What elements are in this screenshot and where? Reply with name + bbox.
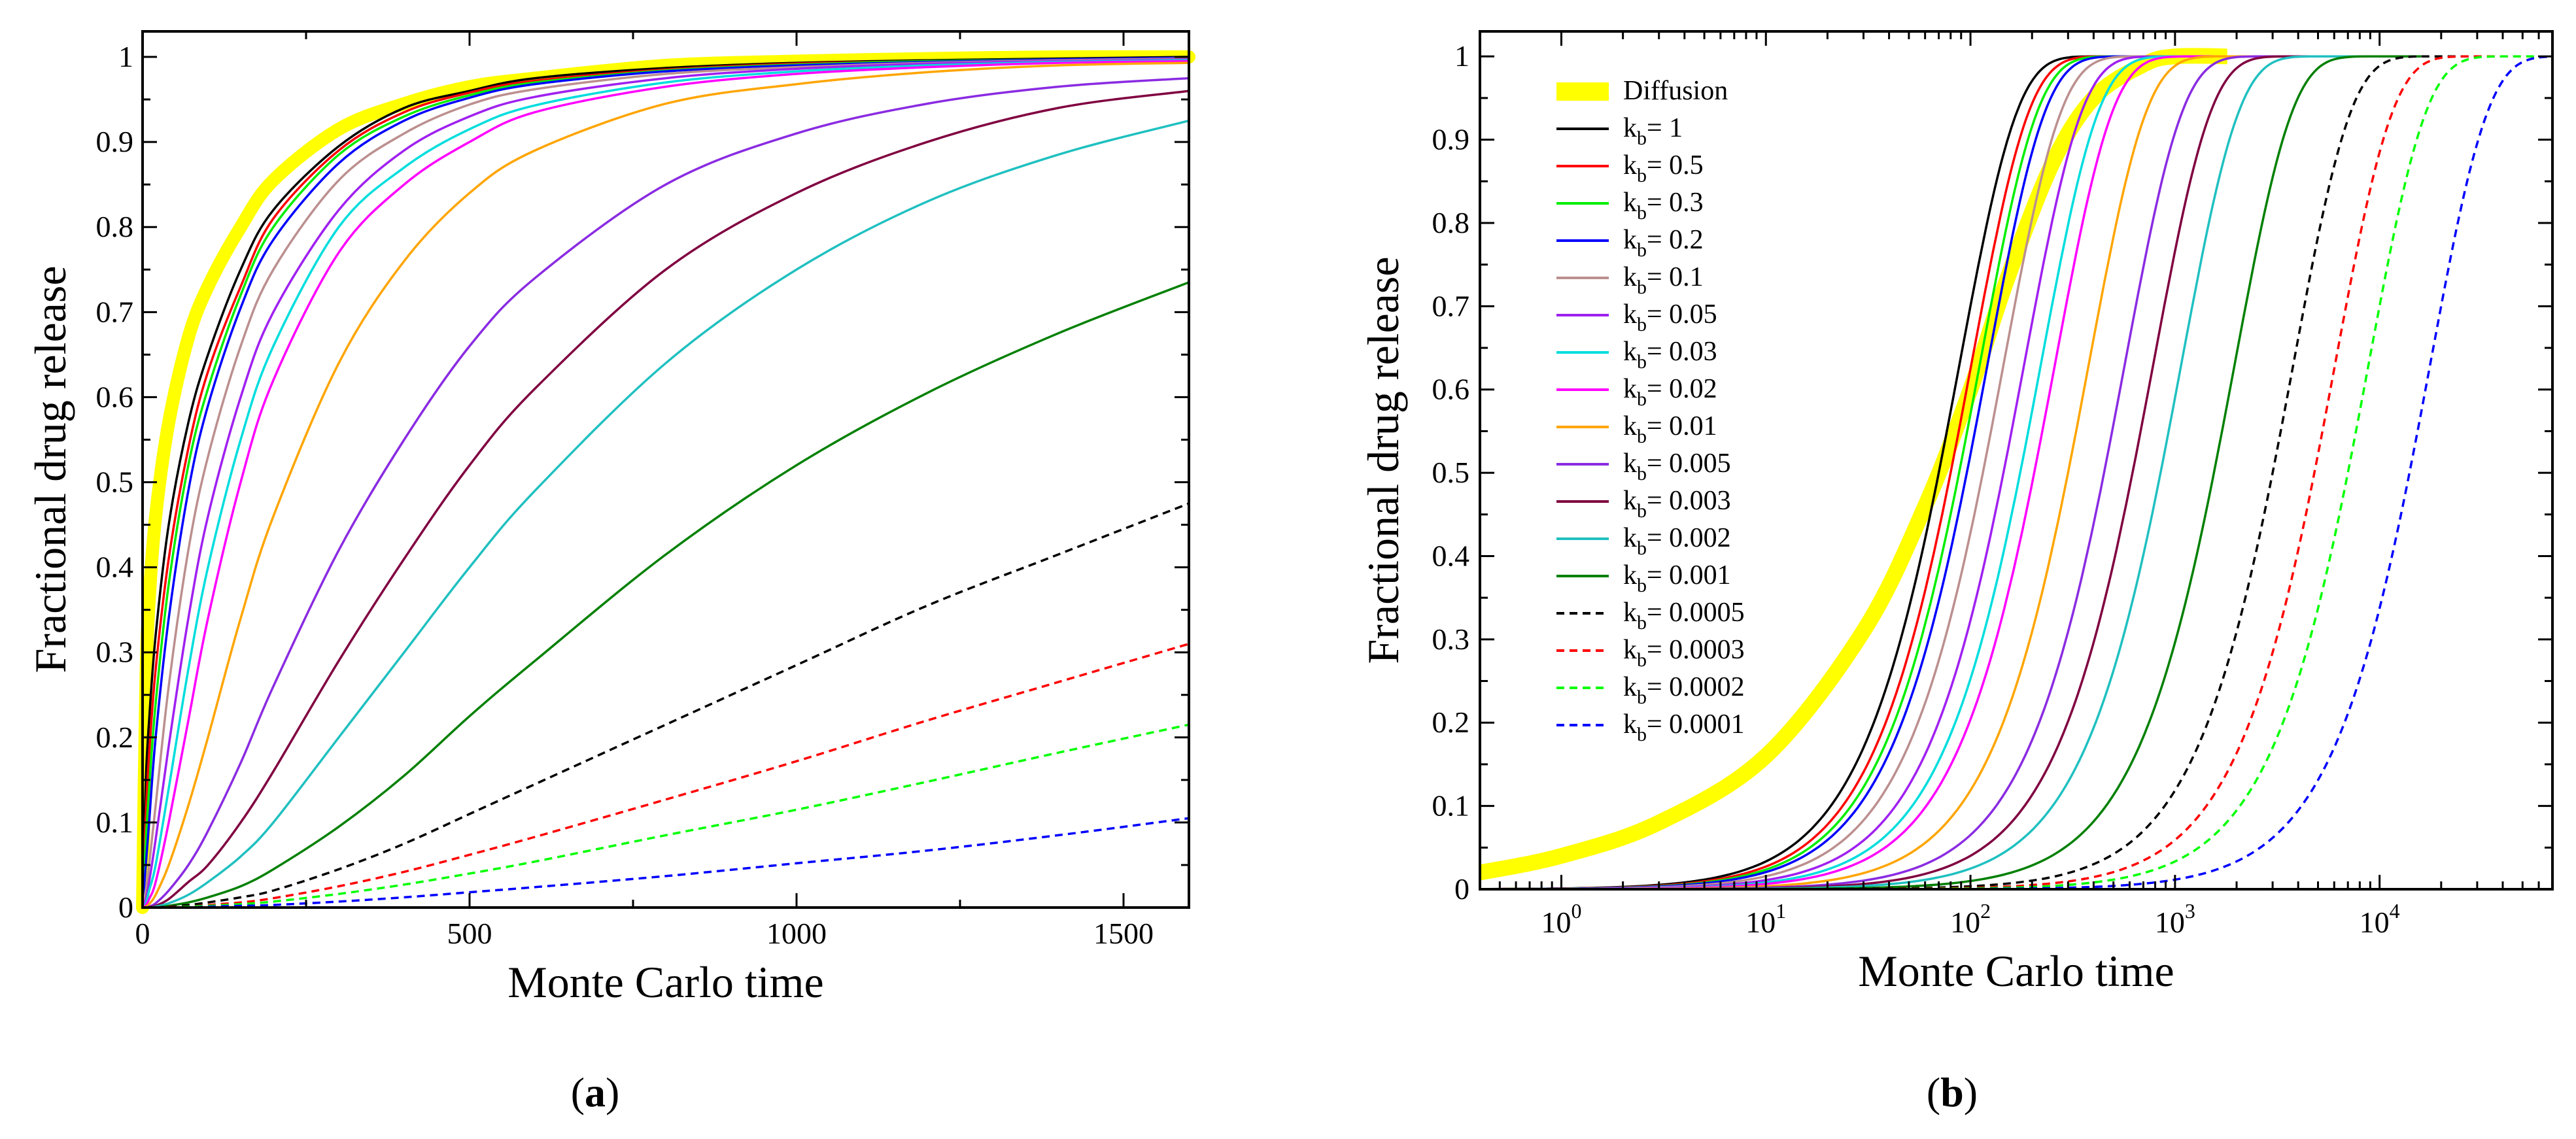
- panel-a-y-tick-label: 0.3: [96, 636, 134, 669]
- legend-label: kb= 0.3: [1623, 188, 1704, 224]
- legend-label: kb= 0.0003: [1623, 635, 1745, 671]
- panel-b-y-tick-label: 0.8: [1432, 206, 1470, 239]
- panel-b-y-tick-label: 0.9: [1432, 123, 1470, 156]
- legend-label: kb= 0.0001: [1623, 709, 1745, 745]
- panel-a-y-tick-label: 0.9: [96, 125, 134, 158]
- panel-b-y-tick-label: 0.1: [1432, 789, 1470, 823]
- panel-b-series-line: [1478, 48, 2227, 881]
- panel-b-y-tick-label: 0.5: [1432, 456, 1470, 489]
- panel-b-series-line: [1480, 55, 2284, 891]
- legend-label: kb= 0.02: [1623, 374, 1717, 410]
- panel-b-label: (b): [1927, 1069, 1978, 1115]
- panel-a-series-line: [142, 76, 1190, 909]
- legend-label: kb= 0.01: [1623, 411, 1717, 447]
- legend-label: kb= 0.1: [1623, 262, 1704, 298]
- legend-label: kb= 0.002: [1623, 523, 1731, 559]
- panel-a-series-line: [141, 59, 1190, 909]
- panel-a-x-tick-label: 500: [447, 917, 492, 950]
- panel-a-series-line: [142, 281, 1190, 909]
- panel-a-y-tick-label: 1: [118, 40, 133, 73]
- panel-a-x-tick-label: 0: [135, 917, 150, 950]
- panel-a-series-line: [142, 723, 1190, 909]
- panel-a-series-line: [142, 119, 1190, 909]
- panel-a-series-line: [142, 502, 1190, 909]
- legend-label: kb= 0.5: [1623, 150, 1704, 186]
- panel-a-frame: [141, 30, 1190, 909]
- legend-label: Diffusion: [1623, 76, 1728, 106]
- panel-a-y-tick-label: 0: [118, 891, 133, 924]
- panel-b: 100 101 102 103 104 0 0.1 0.2 0.3 0.4 0.5 0.6 0.7 0.8…: [1358, 30, 2554, 1115]
- panel-b-series-line: [1480, 55, 2307, 891]
- panel-a-y-tick-label: 0.4: [96, 551, 134, 584]
- panel-a-x-tick-label: 1500: [1093, 917, 1154, 950]
- panel-a-y-tick-label: 0.2: [96, 721, 134, 754]
- panel-b-x-tick-label: 104: [2360, 899, 2400, 939]
- legend-label: kb= 0.0002: [1623, 672, 1745, 708]
- panel-a-series-line: [141, 58, 1190, 908]
- panel-b-x-axis-title: Monte Carlo time: [1858, 946, 2174, 996]
- panel-b-y-tick-label: 1: [1454, 39, 1469, 73]
- legend-label: kb= 0.05: [1623, 299, 1717, 335]
- panel-a-series-line: [142, 61, 1190, 909]
- panel-b-series-line: [1480, 55, 2294, 891]
- panel-b-series-line: [1479, 55, 2237, 891]
- panel-b-y-tick-label: 0.4: [1432, 539, 1470, 572]
- panel-b-ticks: 100 101 102 103 104 0 0.1 0.2 0.3 0.4 0.5 0.6 0.7 0.8…: [1432, 31, 2552, 939]
- panel-a-x-axis-title: Monte Carlo time: [507, 957, 823, 1007]
- panel-b-x-tick-label: 100: [1541, 899, 1581, 939]
- panel-a-y-tick-label: 0.8: [96, 210, 134, 243]
- panel-a-plot-area: [136, 50, 1195, 914]
- panel-b-x-tick-label: 103: [2155, 899, 2195, 939]
- panel-b-y-tick-label: 0.2: [1432, 706, 1470, 739]
- legend-label: kb= 0.03: [1623, 337, 1717, 373]
- legend-label: kb= 0.005: [1623, 449, 1731, 484]
- panel-b-y-tick-label: 0.7: [1432, 289, 1470, 322]
- panel-a-label: (a): [571, 1069, 620, 1115]
- panel-b-series-line: [1480, 55, 2371, 891]
- panel-b-y-tick-label: 0: [1454, 872, 1469, 906]
- panel-b-series-line: [1480, 55, 2539, 891]
- panel-a-x-tick-label: 1000: [766, 917, 827, 950]
- panel-b-frame: [1479, 30, 2554, 891]
- panel-b-series-line: [1480, 55, 2327, 891]
- panel-b-series-line: [1480, 55, 2553, 891]
- panel-b-y-axis-title: Fractional drug release: [1358, 256, 1408, 664]
- panel-a-ticks: 0 500 1000 1500 0 0.1 0.2 0.3 0.4 0.5 0.6 0.7 0.8 0.9…: [96, 31, 1189, 950]
- legend-label: kb= 1: [1623, 113, 1683, 149]
- legend-label: kb= 0.003: [1623, 486, 1731, 522]
- panel-a-y-tick-label: 0.7: [96, 295, 134, 328]
- panel-a: 0 500 1000 1500 0 0.1 0.2 0.3 0.4 0.5 0.6 0.7 0.8 0.9…: [26, 30, 1195, 1115]
- panel-a-series-line: [141, 60, 1190, 909]
- panel-a-series-line: [136, 50, 1195, 914]
- panel-a-y-tick-label: 0.5: [96, 466, 134, 499]
- panel-b-x-tick-label: 101: [1745, 899, 1786, 939]
- legend-label: kb= 0.2: [1623, 225, 1704, 261]
- panel-a-series-line: [142, 817, 1190, 909]
- panel-a-y-tick-label: 0.6: [96, 380, 134, 413]
- panel-a-series-line: [142, 643, 1190, 909]
- legend-label: kb= 0.001: [1623, 560, 1731, 596]
- panel-b-y-tick-label: 0.3: [1432, 622, 1470, 656]
- panel-a-series-line: [142, 90, 1190, 909]
- panel-a-y-axis-title: Fractional drug release: [26, 265, 75, 673]
- panel-b-series-line: [1479, 55, 2260, 891]
- panel-b-series-line: [1480, 55, 2227, 891]
- panel-b-x-tick-label: 102: [1950, 899, 1991, 939]
- panel-b-y-tick-label: 0.6: [1432, 373, 1470, 406]
- panel-a-y-tick-label: 0.1: [96, 806, 134, 839]
- legend-label: kb= 0.0005: [1623, 598, 1745, 634]
- panel-a-series-line: [141, 56, 1190, 908]
